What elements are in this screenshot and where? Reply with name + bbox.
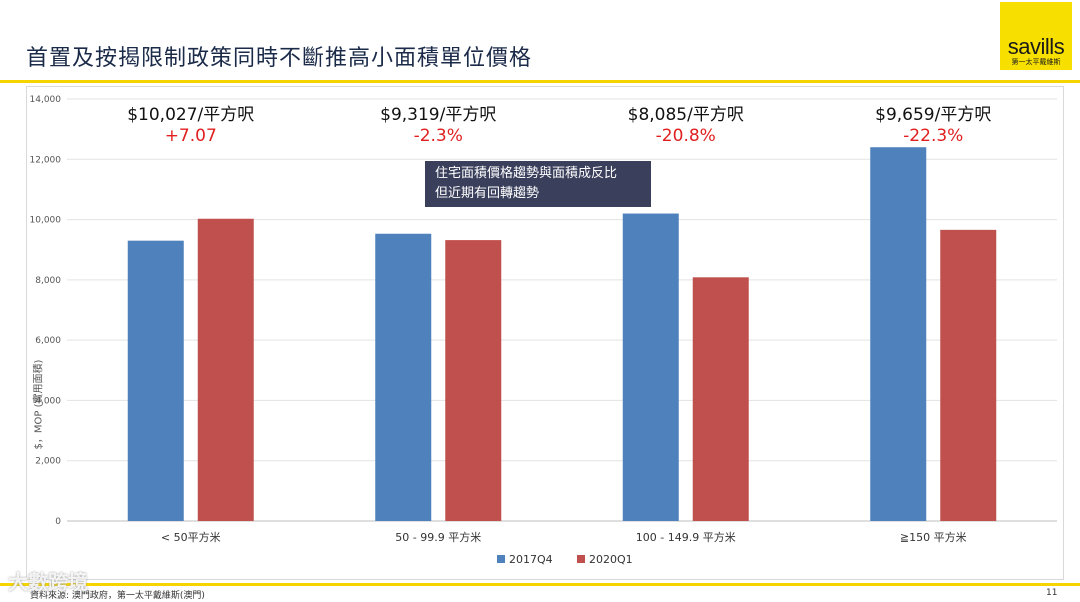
x-tick-label: ≧150 平方米 — [900, 530, 967, 544]
bar-2017q4 — [127, 240, 184, 521]
bar-chart: 0 2,000 4,000 6,000 8,000 10,000 12,000 14,000 <… — [30, 95, 1057, 566]
y-tick-label: 14,000 — [30, 95, 62, 105]
change-annotation: -22.3% — [903, 126, 963, 146]
watermark: 大數跨境 — [8, 570, 88, 594]
page-title: 首置及按揭限制政策同時不斷推高小面積單位價格 — [26, 46, 533, 71]
y-tick-label: 2,000 — [35, 457, 61, 467]
logo-word: savills — [1007, 34, 1065, 59]
price-annotation: $9,659/平方呎 — [875, 105, 991, 125]
price-annotation: $8,085/平方呎 — [628, 105, 744, 125]
footer-divider — [0, 583, 1080, 586]
legend-label: 2020Q1 — [589, 553, 633, 566]
change-annotation: -2.3% — [414, 126, 463, 146]
callout-box: 住宅面積價格趨勢與面積成反比 但近期有回轉趨勢 — [425, 161, 651, 207]
bar-2017q4 — [870, 147, 927, 521]
y-tick-label: 8,000 — [35, 276, 61, 286]
legend-swatch — [577, 555, 585, 563]
y-tick-label: 0 — [55, 517, 61, 527]
source-note: 資料來源: 澳門政府，第一太平戴維斯(澳門) — [30, 591, 205, 601]
savills-logo: savills 第一太平戴維斯 — [1000, 2, 1072, 70]
x-tick-label: 50 - 99.9 平方米 — [395, 530, 481, 544]
bar-2020q1 — [445, 240, 502, 522]
y-tick-label: 12,000 — [30, 155, 62, 165]
y-axis-label: $，MOP (實用面積) — [33, 359, 45, 450]
legend-label: 2017Q4 — [509, 553, 553, 566]
x-tick-label: 100 - 149.9 平方米 — [636, 530, 736, 544]
page-number: 11 — [1046, 588, 1058, 598]
change-annotation: -20.8% — [656, 126, 716, 146]
callout-line-1: 住宅面積價格趨勢與面積成反比 — [435, 166, 618, 181]
x-tick-label: < 50平方米 — [161, 530, 221, 544]
logo-subtitle: 第一太平戴維斯 — [1011, 58, 1061, 66]
bar-2020q1 — [197, 218, 254, 521]
bar-2020q1 — [940, 229, 997, 521]
price-annotation: $10,027/平方呎 — [127, 105, 254, 125]
y-tick-label: 10,000 — [30, 216, 62, 226]
y-tick-label: 6,000 — [35, 336, 61, 346]
bar-2017q4 — [375, 233, 432, 521]
bar-2017q4 — [622, 213, 679, 521]
price-annotation: $9,319/平方呎 — [380, 105, 496, 125]
title-divider — [0, 80, 1080, 83]
legend-swatch — [497, 555, 505, 563]
callout-line-2: 但近期有回轉趨勢 — [435, 186, 540, 201]
change-annotation: +7.07 — [165, 126, 217, 146]
bar-2020q1 — [692, 277, 749, 521]
y-tick-label: 4,000 — [35, 396, 61, 406]
